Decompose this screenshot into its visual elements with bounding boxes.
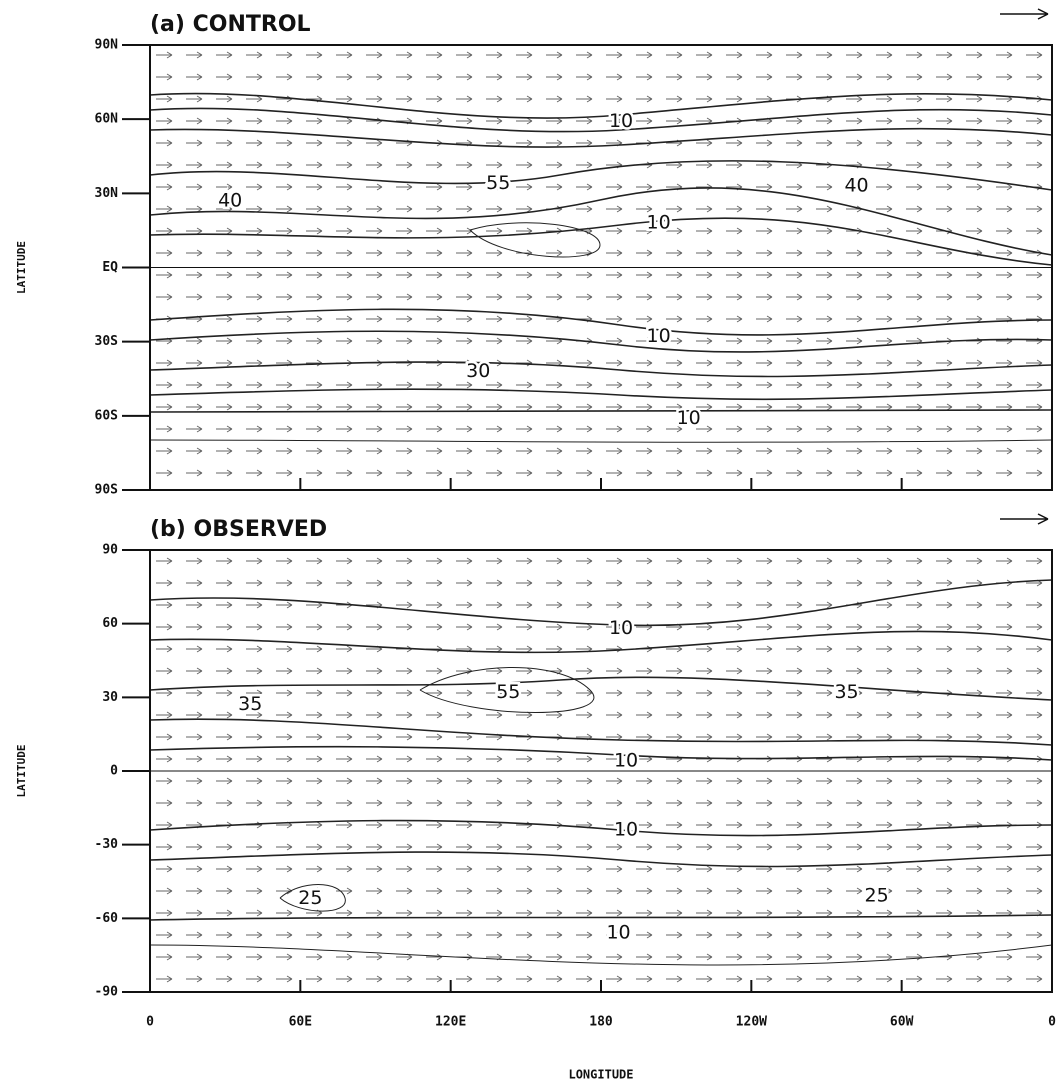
contour-label: 10	[609, 110, 633, 132]
y-axis-label: LATITUDE	[15, 745, 28, 798]
y-tick-label: 60N	[95, 112, 119, 127]
y-tick-label: EQ	[102, 260, 118, 275]
contour-label: 10	[677, 407, 701, 429]
contour-label: 10	[606, 922, 630, 944]
y-tick-label: -90	[95, 985, 119, 1000]
x-axis-label: LONGITUDE	[568, 1068, 633, 1082]
contour-label: 10	[647, 325, 671, 347]
contour-label: 30	[466, 360, 490, 382]
y-axis-label: LATITUDE	[15, 241, 28, 294]
contour-label: 10	[647, 212, 671, 234]
contour-label: 10	[609, 617, 633, 639]
y-tick-label: 60S	[95, 408, 119, 423]
y-tick-label: 30N	[95, 186, 119, 201]
x-tick-label: 60W	[890, 1015, 914, 1030]
y-tick-label: -30	[95, 837, 119, 852]
contour-label: 55	[486, 172, 510, 194]
contour-label: 40	[218, 189, 242, 211]
contour-label: 55	[496, 681, 520, 703]
x-tick-label: 120W	[736, 1015, 767, 1030]
contour-label: 25	[865, 885, 889, 907]
x-tick-label: 180	[589, 1015, 613, 1030]
contour-label: 35	[238, 693, 262, 715]
contour-label: 10	[614, 750, 638, 772]
y-tick-label: 90N	[95, 38, 119, 53]
y-tick-label: 60	[102, 616, 118, 631]
x-tick-label: 60E	[289, 1015, 312, 1030]
x-tick-label: 0	[1048, 1015, 1056, 1030]
y-tick-label: 0	[110, 764, 118, 779]
y-tick-label: 90	[102, 543, 118, 558]
panel-title: (a) CONTROL	[150, 12, 311, 37]
x-tick-label: 120E	[435, 1015, 466, 1030]
contour-label: 25	[298, 887, 322, 909]
y-tick-label: 30S	[95, 334, 119, 349]
panel-title: (b) OBSERVED	[150, 517, 327, 542]
contour-label: 10	[614, 818, 638, 840]
reference-vector	[1000, 8, 1049, 525]
contour-label: 40	[844, 174, 868, 196]
y-tick-label: 30	[102, 690, 118, 705]
contour-label: 35	[834, 681, 858, 703]
y-tick-label: -60	[95, 911, 119, 926]
x-tick-label: 0	[146, 1015, 154, 1030]
y-tick-label: 90S	[95, 483, 119, 498]
